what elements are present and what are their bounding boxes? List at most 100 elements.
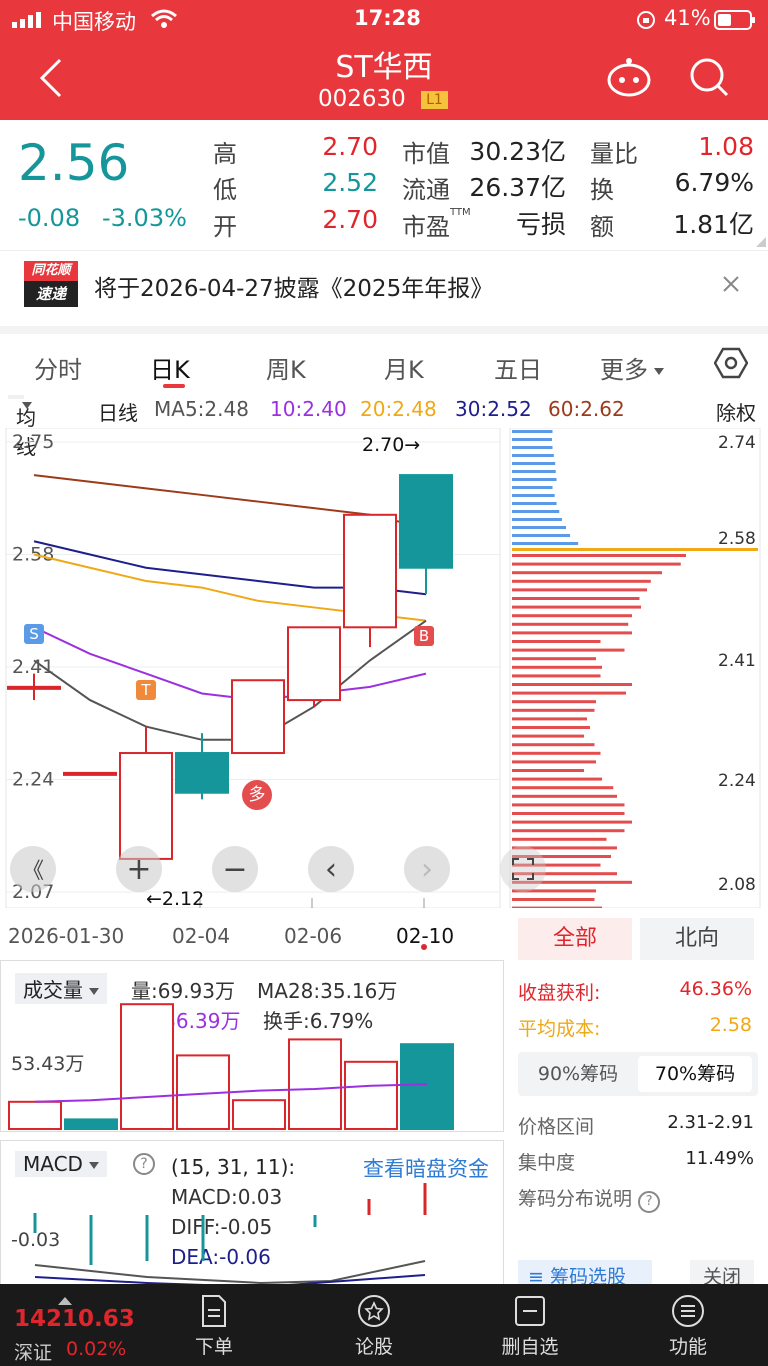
- y-tick-label: 2.58: [12, 544, 54, 566]
- y-tick-label: 2.41: [12, 656, 54, 678]
- clock: 17:28: [354, 6, 421, 30]
- mcap-label: 市值: [402, 140, 450, 168]
- forum-label: 论股: [354, 1336, 393, 1358]
- search-icon[interactable]: [688, 56, 730, 102]
- ma-selector[interactable]: 均线: [8, 395, 36, 459]
- ma-legend: 均线 日线 MA5:2.48 10:2.40 20:2.48 30:2.52 6…: [0, 390, 768, 459]
- price-change: -0.08: [18, 204, 81, 232]
- chip70-button[interactable]: 70%筹码: [638, 1056, 752, 1092]
- diff-value: DIFF:-0.05: [171, 1215, 273, 1239]
- candle-body: [231, 679, 285, 755]
- zoom-out-first-button[interactable]: 《: [10, 846, 56, 892]
- dark-pool-link[interactable]: 查看暗盘资金: [363, 1157, 489, 1181]
- signal-duo[interactable]: 多: [242, 780, 272, 810]
- battery-percent: 41%: [664, 6, 711, 30]
- list-icon: ≡: [528, 1266, 544, 1288]
- tab-more[interactable]: 更多: [600, 350, 664, 385]
- chip-bar: [512, 542, 579, 545]
- volume-value: 量:69.93万: [131, 979, 235, 1003]
- zoom-in-button[interactable]: +: [116, 846, 162, 892]
- last-price: 2.56: [18, 134, 130, 192]
- chip-tab-north[interactable]: 北向: [640, 918, 754, 960]
- close-icon[interactable]: [722, 275, 740, 297]
- robot-icon[interactable]: [606, 56, 652, 102]
- tab-weekly-k[interactable]: 周K: [266, 356, 306, 384]
- kline-area[interactable]: 2.75 2.58 2.41 2.24 2.07 2.74 2.58 2.41 2.24 2.0…: [0, 427, 768, 979]
- profit-value: 46.36%: [679, 978, 752, 1000]
- chip-bar: [512, 588, 647, 592]
- chip-tab-all[interactable]: 全部: [518, 918, 632, 960]
- price-change-pct: -3.03%: [102, 204, 187, 232]
- settings-hex-icon[interactable]: [713, 346, 749, 384]
- chip-bar: [512, 794, 617, 798]
- pe-label: 市盈TTM: [402, 207, 471, 242]
- tab-daily-k[interactable]: 日K: [150, 356, 190, 384]
- help-icon[interactable]: ?: [133, 1153, 155, 1175]
- expand-corner-icon[interactable]: [756, 232, 766, 251]
- candle-body: [175, 752, 229, 794]
- remove-watchlist-label: 删自选: [501, 1336, 559, 1358]
- vr-label: 量比: [590, 140, 638, 168]
- ma20-value: 20:2.48: [360, 397, 437, 421]
- volume-bar: [120, 1003, 174, 1131]
- open-label: 开: [213, 213, 237, 241]
- rotation-lock-icon: [636, 10, 656, 34]
- date-tick: 02-04: [172, 924, 231, 948]
- chip-bar: [512, 470, 556, 473]
- carrier-label: 中国移动: [52, 10, 136, 34]
- function-label: 功能: [668, 1336, 707, 1358]
- signal-buy[interactable]: B: [414, 626, 434, 646]
- tab-intraday[interactable]: 分时: [34, 356, 82, 384]
- volume-selector[interactable]: 成交量: [15, 973, 107, 1004]
- chip-bar: [512, 889, 596, 893]
- tab-five-day[interactable]: 五日: [494, 356, 542, 384]
- order-tab[interactable]: 下单: [154, 1284, 274, 1366]
- high-annotation: 2.70→: [362, 434, 421, 456]
- order-icon: [202, 1295, 226, 1327]
- chevron-right-icon: ›: [421, 851, 433, 887]
- macd-selector[interactable]: MACD: [15, 1151, 107, 1177]
- chip90-button[interactable]: 90%筹码: [537, 1063, 619, 1085]
- scroll-right-button[interactable]: ›: [404, 846, 450, 892]
- concentration-value: 11.49%: [685, 1148, 754, 1169]
- chip-bar: [512, 769, 584, 772]
- chip-bar: [512, 446, 553, 449]
- battery-icon: [714, 10, 756, 34]
- chip-y-tick: 2.41: [718, 651, 756, 671]
- chip-bar: [512, 648, 625, 652]
- chip-y-tick: 2.08: [718, 875, 756, 895]
- chip-explain-link[interactable]: 筹码分布说明 ?: [518, 1184, 661, 1213]
- chip-y-tick: 2.24: [718, 771, 756, 791]
- date-tick: 2026-01-30: [8, 924, 125, 948]
- chip-bar: [512, 846, 617, 850]
- index-value[interactable]: 14210.63: [14, 1306, 135, 1332]
- volume-svg: [8, 1003, 454, 1131]
- macd-panel[interactable]: MACD ? (15, 31, 11): 查看暗盘资金 MACD:0.03 DI…: [0, 1140, 504, 1286]
- chip-bar: [512, 872, 617, 876]
- help-icon: ?: [638, 1191, 661, 1213]
- candle-body: [343, 513, 397, 629]
- volume-panel[interactable]: 成交量 量:69.93万 MA28:35.16万 26:36.39万 换手:6.…: [0, 960, 504, 1132]
- zoom-out-button[interactable]: −: [212, 846, 258, 892]
- scroll-left-button[interactable]: ‹: [308, 846, 354, 892]
- news-banner[interactable]: 同花顺 速递 将于2026-04-27披露《2025年年报》: [0, 250, 768, 318]
- index-pct: 0.02%: [66, 1338, 127, 1360]
- adjust-toggle[interactable]: 除权: [716, 401, 756, 425]
- date-axis: 2026-01-30 02-04 02-06 02-10: [0, 908, 510, 960]
- signal-t[interactable]: T: [136, 680, 156, 700]
- back-icon[interactable]: [38, 58, 64, 102]
- function-tab[interactable]: 功能: [628, 1284, 748, 1366]
- avg-cost-line: [512, 548, 758, 551]
- menu-icon: [672, 1295, 704, 1327]
- remove-watchlist-tab[interactable]: 删自选: [470, 1284, 590, 1366]
- macd-svg: [33, 1183, 427, 1285]
- forum-tab[interactable]: 论股: [314, 1284, 434, 1366]
- fullscreen-button[interactable]: [500, 846, 546, 892]
- chip-bar: [512, 526, 566, 529]
- tab-monthly-k[interactable]: 月K: [384, 356, 424, 384]
- chip-bar: [512, 478, 557, 481]
- candle-body: [399, 474, 453, 569]
- chip-bar: [512, 674, 601, 678]
- signal-sell[interactable]: S: [24, 624, 44, 644]
- volume-ma28: MA28:35.16万: [257, 979, 398, 1003]
